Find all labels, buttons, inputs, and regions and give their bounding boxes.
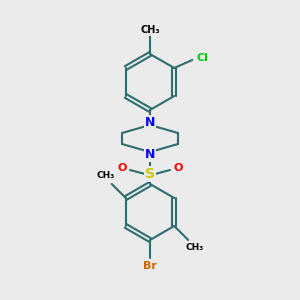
Text: CH₃: CH₃ (140, 25, 160, 35)
Text: N: N (145, 116, 155, 130)
Text: Br: Br (143, 261, 157, 271)
Text: CH₃: CH₃ (97, 172, 115, 181)
Text: Cl: Cl (196, 53, 208, 63)
Text: S: S (145, 167, 155, 181)
Text: O: O (117, 163, 127, 173)
Text: N: N (145, 148, 155, 160)
Text: CH₃: CH₃ (185, 244, 203, 253)
Text: O: O (173, 163, 183, 173)
